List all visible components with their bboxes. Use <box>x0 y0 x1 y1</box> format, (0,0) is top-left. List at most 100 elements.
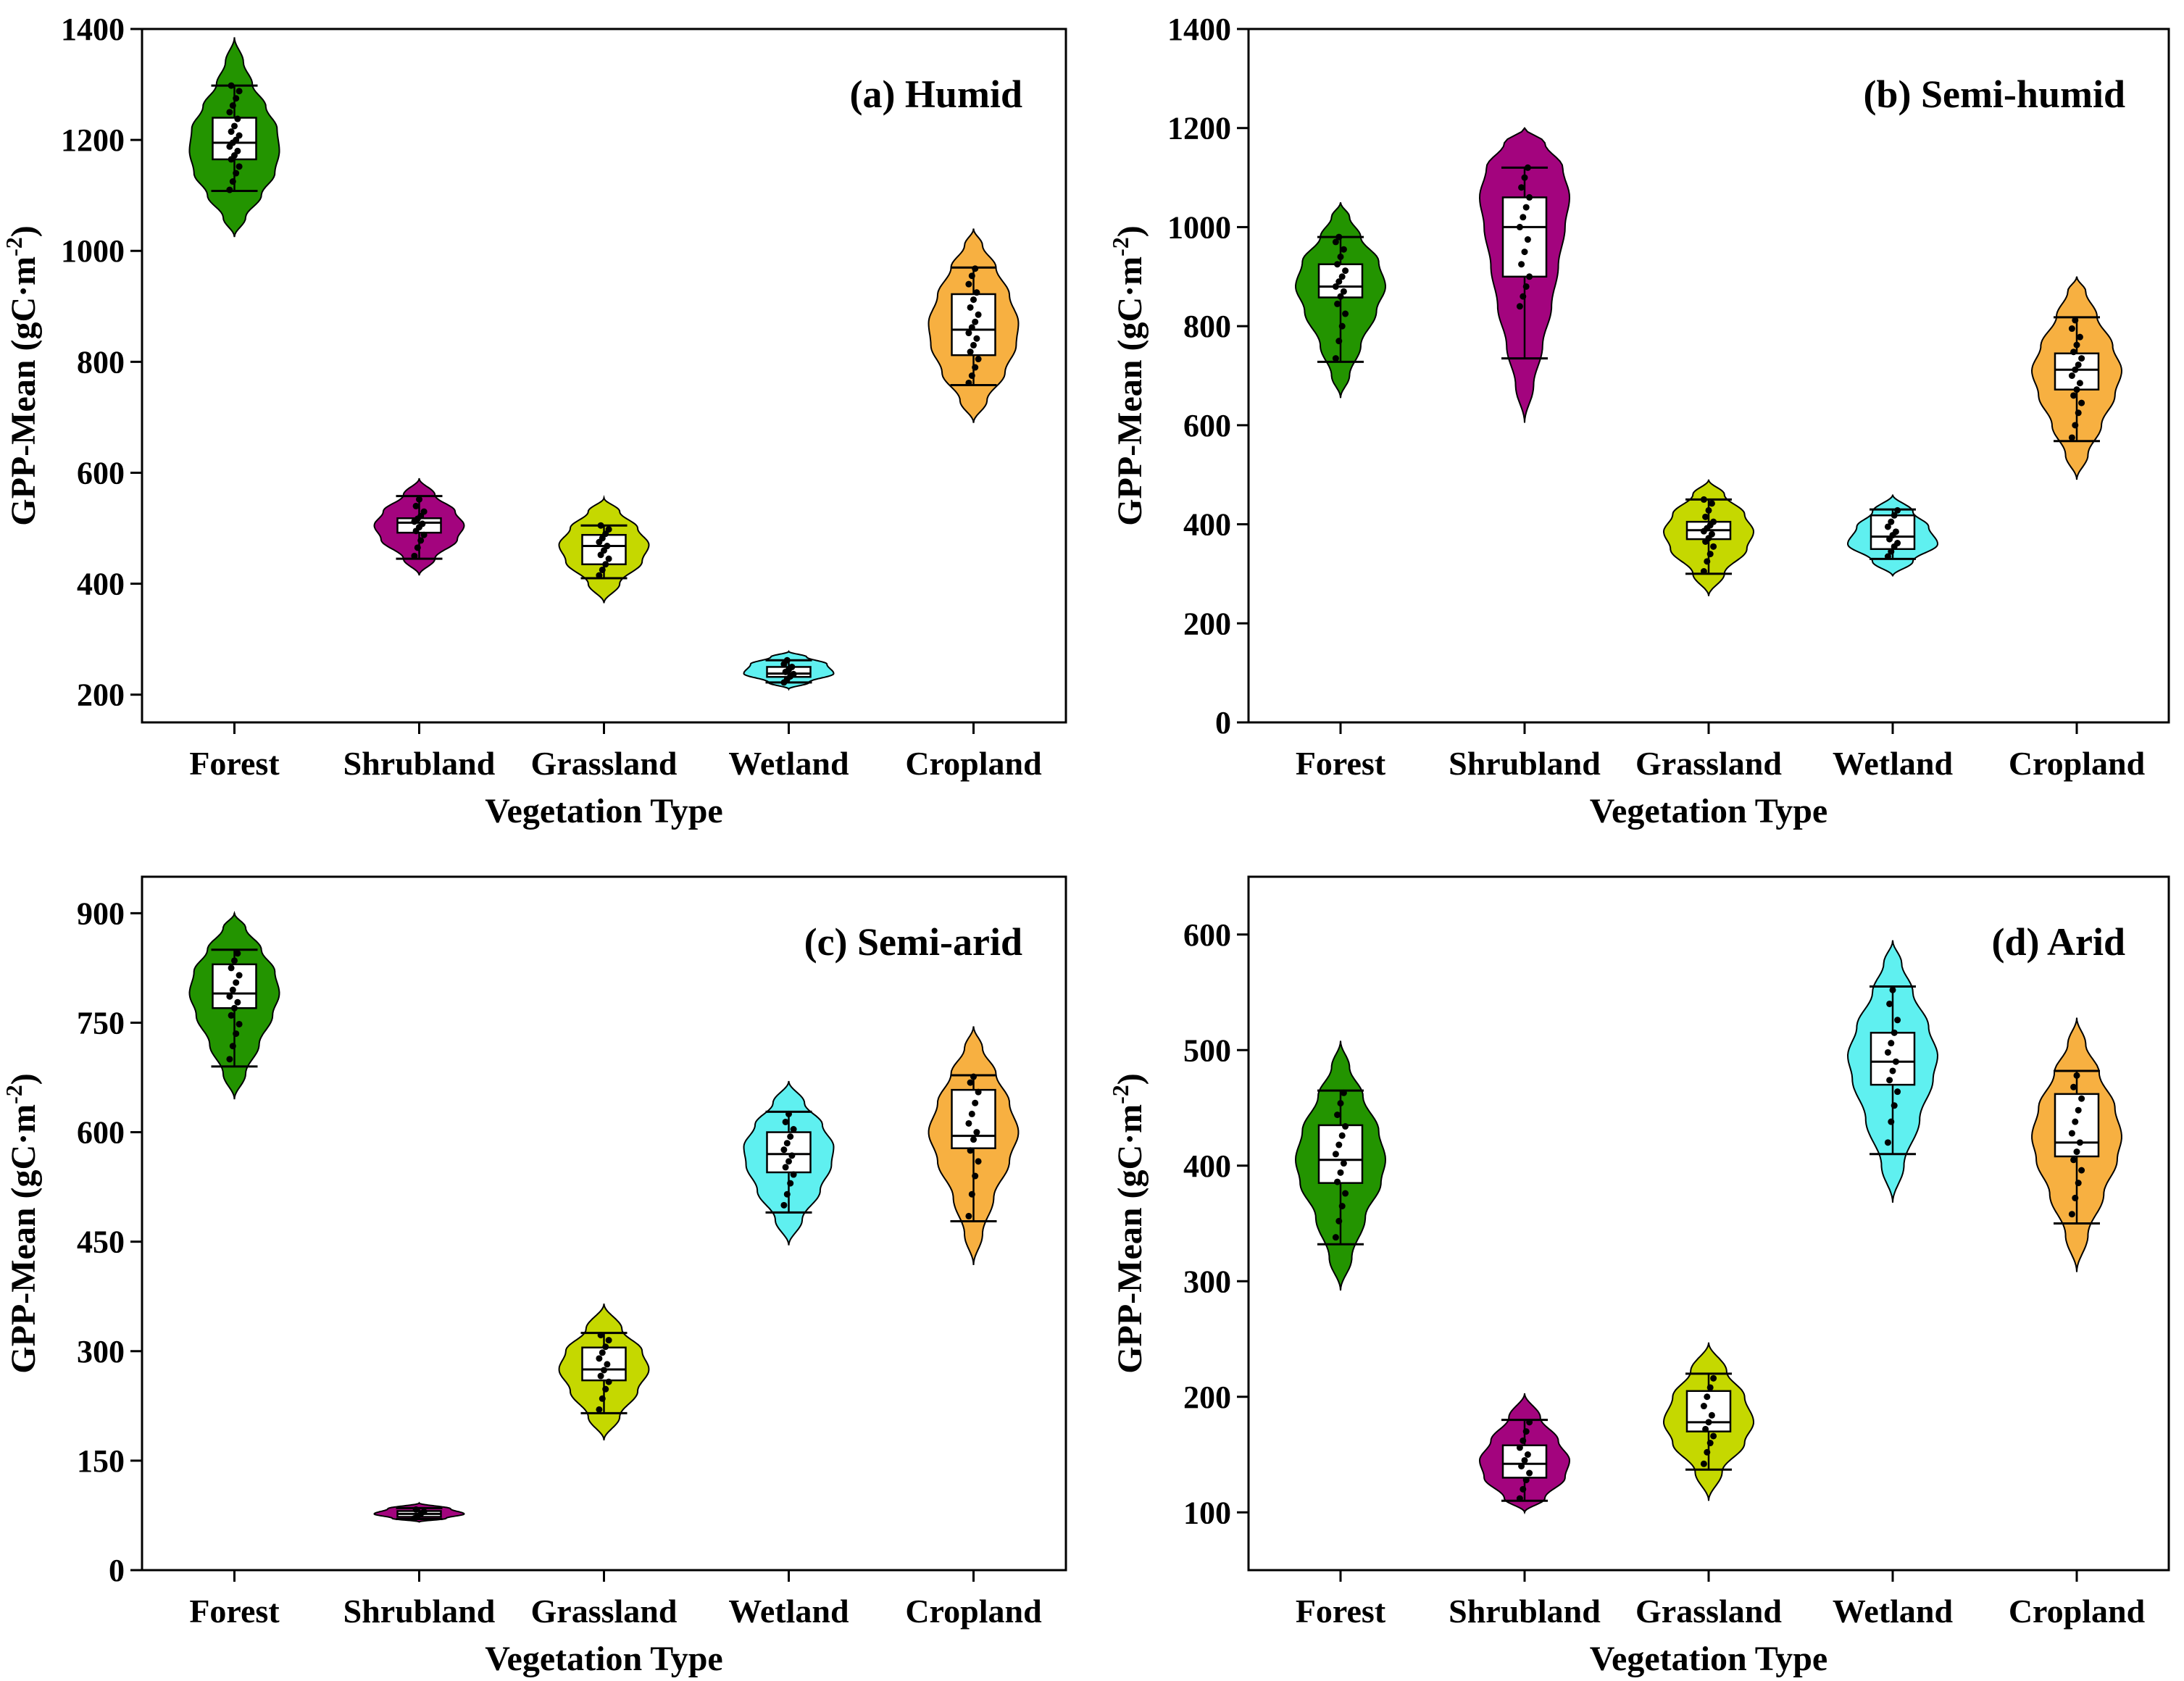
data-point <box>1340 1160 1347 1167</box>
y-axis-title: GPP-Mean (gC·m-2) <box>1107 1073 1149 1374</box>
y-tick-label: 600 <box>1183 917 1231 953</box>
data-point <box>1340 246 1347 253</box>
data-point <box>228 1011 235 1019</box>
data-point <box>1894 1088 1901 1096</box>
data-point <box>229 178 236 185</box>
data-point <box>417 537 425 544</box>
y-tick-label: 1200 <box>1167 111 1231 146</box>
data-point <box>1708 500 1715 507</box>
y-tick-label: 300 <box>77 1334 125 1369</box>
data-point <box>1522 204 1530 211</box>
data-point <box>2070 392 2077 399</box>
data-point <box>597 522 604 529</box>
data-point <box>229 986 236 993</box>
data-point <box>236 88 243 95</box>
y-axis-title-main: GPP-Mean (gC·m <box>1111 1104 1149 1374</box>
y-axis-title-main: GPP-Mean (gC·m <box>4 1104 43 1374</box>
data-point <box>1710 1432 1717 1440</box>
y-axis-title-main: GPP-Mean (gC·m <box>4 256 43 526</box>
y-tick-label: 150 <box>77 1443 125 1479</box>
data-point <box>1337 293 1344 300</box>
x-tick-label-cropland: Cropland <box>905 1593 1042 1630</box>
x-tick-label-forest: Forest <box>1296 745 1386 782</box>
violin-shrubland <box>1478 127 1571 423</box>
data-point <box>973 335 980 342</box>
data-point <box>970 1073 977 1080</box>
data-point <box>2072 317 2079 324</box>
data-point <box>1520 1437 1527 1444</box>
data-point <box>965 330 972 337</box>
y-axis-title-end: ) <box>1111 225 1149 237</box>
y-tick-label: 300 <box>1183 1264 1231 1299</box>
data-point <box>1334 300 1341 307</box>
data-point <box>790 670 797 677</box>
x-tick-label-wetland: Wetland <box>728 1593 849 1630</box>
y-tick-label: 1000 <box>61 233 125 269</box>
y-tick-label: 600 <box>1183 408 1231 443</box>
data-point <box>1700 496 1707 503</box>
data-point <box>788 663 796 670</box>
data-point <box>1338 273 1346 280</box>
data-point <box>1526 1469 1533 1477</box>
data-point <box>1334 1111 1341 1119</box>
data-point <box>1710 543 1717 550</box>
data-point <box>226 1056 233 1063</box>
data-point <box>2073 386 2080 393</box>
data-point <box>1518 261 1525 268</box>
data-point <box>1526 1419 1533 1426</box>
data-point <box>787 1133 794 1140</box>
panel-1: 0 200 400 600 800 1000 1200 1400 Forest Shrubland… <box>1107 12 2170 830</box>
data-point <box>1888 518 1895 525</box>
data-point <box>975 311 982 318</box>
x-axis-title: Vegetation Type <box>1590 792 1827 830</box>
data-point <box>1337 253 1344 260</box>
data-point <box>2075 1106 2082 1114</box>
data-point <box>780 1201 788 1209</box>
violin-grassland <box>558 1303 650 1440</box>
data-point <box>780 1146 788 1154</box>
x-tick-label-shrubland: Shrubland <box>1449 1593 1601 1630</box>
data-point <box>1524 1451 1531 1458</box>
data-point <box>1892 528 1899 535</box>
data-point <box>420 508 428 515</box>
data-point <box>1518 184 1525 191</box>
data-point <box>1516 223 1523 230</box>
x-tick-label-wetland: Wetland <box>1833 1593 1954 1630</box>
data-point <box>968 272 975 280</box>
data-point <box>1337 1100 1344 1107</box>
data-point <box>605 1378 612 1385</box>
y-tick-label: 400 <box>1183 507 1231 543</box>
x-tick-label-grassland: Grassland <box>531 745 678 782</box>
data-point <box>1521 249 1528 256</box>
data-point <box>2068 1211 2075 1218</box>
data-point <box>1708 1411 1715 1419</box>
data-point <box>2078 1095 2085 1102</box>
data-point <box>236 1020 243 1027</box>
violin-cropland <box>2030 276 2123 480</box>
data-point <box>972 1099 979 1106</box>
data-point <box>1884 523 1891 530</box>
data-point <box>1526 273 1533 280</box>
data-point <box>783 1190 791 1198</box>
data-point <box>236 163 243 170</box>
data-point <box>2070 349 2077 356</box>
data-point <box>1526 193 1533 201</box>
data-point <box>1335 278 1343 285</box>
data-point <box>2075 361 2082 368</box>
data-point <box>790 1126 797 1133</box>
x-tick-label-shrubland: Shrubland <box>343 745 496 782</box>
data-point <box>1702 1425 1709 1432</box>
y-tick-label: 400 <box>77 567 125 602</box>
data-point <box>965 379 972 386</box>
y-tick-label: 600 <box>77 1115 125 1151</box>
y-tick-label: 200 <box>1183 606 1231 641</box>
data-point <box>1702 513 1709 520</box>
data-point <box>228 964 235 972</box>
violin-grassland <box>1662 1342 1755 1501</box>
data-point <box>967 1147 974 1154</box>
violin-grassland <box>1662 479 1755 596</box>
data-point <box>1710 1375 1717 1382</box>
x-tick-label-shrubland: Shrubland <box>343 1593 496 1630</box>
data-point <box>1522 1477 1530 1484</box>
y-tick-label: 200 <box>77 677 125 713</box>
